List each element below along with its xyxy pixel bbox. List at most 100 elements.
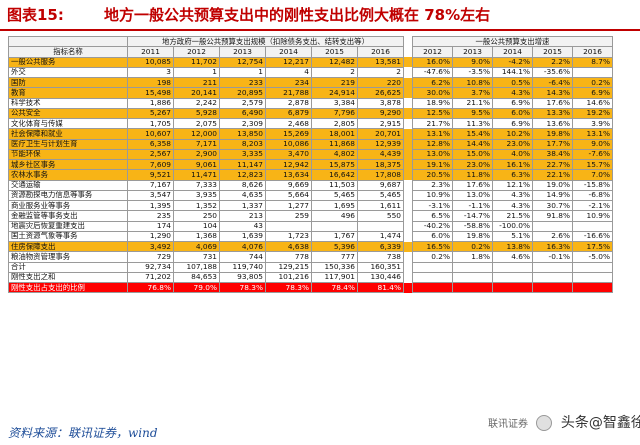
scale-cell: 104 [173,220,220,232]
growth-cell: -3.1% [412,199,453,212]
growth-cell [572,220,613,232]
growth-cell [532,220,573,232]
row-name: 文化体育与传媒 [8,117,128,130]
scale-cell: 1,611 [357,199,404,212]
watermark-platform: 头条 [560,415,589,431]
scale-cell: 1,395 [127,199,174,212]
growth-cell: 10.9% [412,189,453,202]
row-name: 一般公共服务 [8,56,128,68]
growth-cell: 9.0% [452,56,493,68]
scale-cell: 12,754 [219,56,266,68]
table-row: 合计 92,734 107,188 119,740 129,215 150,336 160,… [8,261,613,273]
scale-cell: 7,609 [127,158,174,171]
year-header-row: 指标名称 2011 2012 2013 2014 2015 2016 2012 2013 201… [8,46,613,58]
scale-cell: 117,901 [311,271,358,284]
growth-cell [532,271,573,284]
table-row: 国土资源气象等事务 1,290 1,368 1,639 1,723 1,767 1,474 6… [8,230,613,243]
scale-cell: 160,351 [357,261,404,273]
growth-cell: 14.3% [532,87,573,99]
growth-cell: 9.0% [572,138,613,150]
scale-cell: 92,734 [127,261,174,273]
row-name: 粮油物资管理事务 [8,251,128,263]
scale-cell: 1,337 [219,199,266,212]
scale-cell: 107,188 [173,261,220,273]
source-note: 资料来源：联讯证券，wind [8,426,158,440]
scale-cell: 18,001 [311,128,358,140]
scale-cell: 6,879 [265,107,312,120]
scale-cell: 4,076 [219,240,266,253]
scale-cell: 84,653 [173,271,220,284]
scale-cell: 550 [357,210,404,222]
scale-cell: 778 [265,251,312,263]
scale-cell: 8,626 [219,179,266,191]
scale-cell: 11,503 [311,179,358,191]
growth-cell: 7.0% [572,169,613,181]
growth-cell: 10.8% [452,76,493,89]
scale-cell: 24,914 [311,87,358,99]
column-gap [403,67,413,78]
table-row: 住房保障支出 3,492 4,069 4,076 4,638 5,396 6,339 16.5… [8,240,613,253]
scale-cell: 26,625 [357,87,404,99]
growth-cell [412,271,453,284]
scale-cell: 3,547 [127,189,174,202]
growth-cell: -15.8% [572,179,613,191]
scale-cell: 2,468 [265,117,312,130]
scale-cell: 12,482 [311,56,358,68]
scale-cell: 12,823 [219,169,266,181]
growth-cell: 144.1% [492,66,533,79]
row-name: 刚性支出占支出的比例 [8,281,128,294]
growth-cell: 14.9% [532,189,573,202]
column-gap [403,57,413,68]
scale-cell: 13,850 [219,128,266,140]
scale-cell: 3,492 [127,240,174,253]
column-gap [403,282,413,293]
growth-cell: 19.8% [532,128,573,140]
growth-cell: -5.0% [572,251,613,263]
scale-cell: 20,701 [357,128,404,140]
scale-cell: 12,942 [265,158,312,171]
growth-cell: 16.5% [412,240,453,253]
scale-cell: 101,216 [265,271,312,284]
growth-cell: -14.7% [452,210,493,222]
growth-cell: 9.5% [452,107,493,120]
growth-cell: 22.7% [532,158,573,171]
growth-cell: 4.6% [492,251,533,263]
scale-cell: 2,075 [173,117,220,130]
growth-cell: 4.3% [492,199,533,212]
scale-cell: 10,085 [127,56,174,68]
year-header-scale: 2015 [311,46,358,58]
year-header-growth: 2014 [492,46,533,58]
camera-icon [536,415,553,431]
row-name: 资源勘探电力信息等事务 [8,189,128,202]
scale-cell: 1 [173,66,220,79]
growth-cell: 20.5% [412,169,453,181]
growth-cell: 6.9% [492,117,533,130]
growth-cell: 17.6% [452,179,493,191]
growth-cell: 13.8% [492,240,533,253]
scale-cell: 738 [357,251,404,263]
scale-cell: 4,069 [173,240,220,253]
growth-cell: 15.4% [452,128,493,140]
growth-cell: 15.7% [572,158,613,171]
growth-cell: 10.2% [492,128,533,140]
figure-title: 地方一般公共预算支出中的刚性支出比例大概在 78%左右 [104,6,491,24]
scale-cell: 5,928 [173,107,220,120]
scale-cell: 13,634 [265,169,312,181]
growth-cell: 19.8% [452,230,493,243]
scale-cell: 7,167 [127,179,174,191]
scale-cell: 4,635 [219,189,266,202]
table-row: 交通运输 7,167 7,333 8,626 9,669 11,503 9,687 2.3% 1… [8,179,613,191]
scale-cell: 12,217 [265,56,312,68]
watermark: 联讯证券 头条@智鑫徐准 [488,412,640,432]
growth-cell: -0.1% [532,251,573,263]
growth-cell [572,281,613,294]
growth-cell [452,261,493,273]
growth-cell [412,261,453,273]
growth-cell: 30.7% [532,199,573,212]
scale-cell: 211 [173,76,220,89]
scale-cell: 12,000 [173,128,220,140]
year-header-growth: 2013 [452,46,493,58]
scale-cell: 76.8% [127,281,174,294]
growth-cell: 17.5% [572,240,613,253]
scale-cell: 198 [127,76,174,89]
